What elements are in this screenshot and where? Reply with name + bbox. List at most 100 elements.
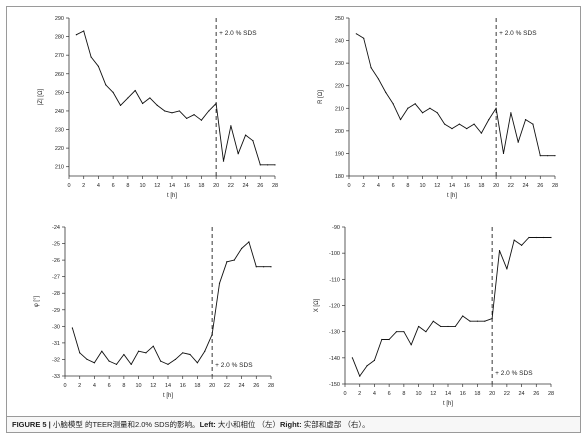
data-point bbox=[127, 97, 129, 99]
data-point bbox=[414, 103, 416, 105]
y-tick-label: -27 bbox=[52, 275, 60, 281]
data-point bbox=[149, 97, 151, 99]
data-point bbox=[233, 259, 235, 261]
x-tick-label: 22 bbox=[504, 391, 510, 397]
y-tick-label: -31 bbox=[52, 341, 60, 347]
data-point bbox=[119, 104, 122, 106]
data-point bbox=[200, 119, 203, 121]
data-point bbox=[79, 352, 81, 354]
data-point bbox=[270, 266, 272, 268]
x-tick-label: 8 bbox=[406, 183, 409, 189]
data-point bbox=[495, 107, 497, 109]
data-point bbox=[86, 358, 88, 361]
data-point bbox=[454, 325, 456, 328]
data-point bbox=[444, 123, 446, 125]
chart-panel-2: 0 2 4 6 8 10 12 14 16 18 20 22 24 26 28180190200210220… bbox=[318, 16, 558, 199]
caption-left-label: Left: bbox=[199, 420, 216, 429]
y-tick-label: 210 bbox=[55, 165, 64, 171]
x-tick-label: 28 bbox=[552, 183, 558, 189]
chart-panel-3: 0 2 4 6 8 10 12 14 16 18 20 22 24 26 28-33-32-31-30-29… bbox=[34, 225, 274, 399]
data-point bbox=[554, 155, 556, 157]
data-point bbox=[502, 152, 505, 155]
data-point bbox=[399, 118, 402, 121]
data-point bbox=[193, 114, 195, 116]
y-tick-label: 270 bbox=[55, 53, 64, 59]
y-axis-label: R [Ω] bbox=[318, 90, 324, 104]
y-tick-label: -150 bbox=[329, 382, 340, 388]
data-point bbox=[152, 345, 154, 347]
x-tick-label: 18 bbox=[478, 183, 484, 189]
data-point bbox=[377, 78, 380, 80]
x-tick-label: 2 bbox=[358, 391, 361, 397]
data-point bbox=[395, 331, 398, 333]
data-point bbox=[488, 118, 490, 121]
data-point bbox=[528, 236, 530, 239]
y-tick-label: 230 bbox=[335, 61, 344, 67]
data-point bbox=[230, 125, 232, 127]
figure-plots: 0 2 4 6 8 10 12 14 16 18 20 22 24 26 28210220230240250… bbox=[34, 16, 558, 407]
y-tick-label: -24 bbox=[52, 225, 60, 231]
y-tick-label: -120 bbox=[329, 304, 340, 310]
y-tick-label: 250 bbox=[335, 16, 344, 22]
data-point bbox=[240, 247, 243, 250]
x-tick-label: 22 bbox=[224, 383, 230, 389]
data-point bbox=[407, 107, 409, 109]
caption-text-3: 实部和虚部 （右）。 bbox=[301, 420, 370, 429]
data-point bbox=[410, 344, 412, 346]
data-point bbox=[259, 164, 261, 166]
x-tick-label: 6 bbox=[108, 383, 111, 389]
data-point bbox=[237, 153, 239, 155]
data-point bbox=[108, 360, 110, 362]
data-point bbox=[447, 325, 449, 328]
x-tick-label: 20 bbox=[493, 183, 499, 189]
y-axis-label: φ [°] bbox=[34, 296, 40, 308]
sds-annotation: + 2.0 % SDS bbox=[219, 30, 257, 37]
data-point bbox=[75, 34, 77, 36]
y-tick-label: 180 bbox=[335, 174, 344, 180]
figure-frame: 0 2 4 6 8 10 12 14 16 18 20 22 24 26 28 210 220 230 240 250… bbox=[6, 6, 581, 433]
x-tick-label: 12 bbox=[154, 183, 160, 189]
x-axis-label: t [h] bbox=[167, 193, 177, 199]
data-point bbox=[469, 320, 471, 322]
data-point bbox=[211, 334, 213, 336]
x-tick-label: 4 bbox=[373, 391, 376, 397]
data-point bbox=[255, 266, 257, 268]
data-point bbox=[429, 107, 431, 109]
data-point bbox=[252, 140, 254, 142]
data-point bbox=[164, 110, 166, 112]
chart-panel-4: 0 2 4 6 8 10 12 14 16 18 20 22 24 26 28-150-140-130-12… bbox=[314, 225, 554, 407]
x-tick-label: 18 bbox=[194, 383, 200, 389]
x-tick-label: 10 bbox=[420, 183, 426, 189]
x-tick-label: 26 bbox=[537, 183, 543, 189]
data-point bbox=[506, 268, 508, 270]
data-point bbox=[204, 350, 206, 352]
x-tick-label: 18 bbox=[474, 391, 480, 397]
x-tick-label: 10 bbox=[136, 383, 142, 389]
data-point bbox=[381, 338, 383, 341]
sds-annotation: + 2.0 % SDS bbox=[499, 30, 537, 37]
data-point bbox=[137, 350, 140, 352]
y-tick-label: 220 bbox=[55, 146, 64, 152]
data-point bbox=[218, 282, 221, 284]
data-point bbox=[178, 110, 180, 112]
data-point bbox=[186, 117, 188, 119]
data-point bbox=[476, 320, 479, 322]
data-point bbox=[105, 84, 107, 86]
x-tick-label: 12 bbox=[150, 383, 156, 389]
x-axis-label: t [h] bbox=[447, 193, 457, 199]
x-tick-label: 8 bbox=[126, 183, 129, 189]
data-point bbox=[90, 56, 92, 58]
data-point bbox=[513, 239, 515, 241]
y-tick-label: 240 bbox=[55, 109, 64, 115]
y-tick-label: 220 bbox=[335, 84, 344, 90]
data-point bbox=[440, 325, 442, 328]
x-tick-label: 14 bbox=[165, 383, 171, 389]
x-tick-label: 0 bbox=[347, 183, 350, 189]
x-tick-label: 28 bbox=[268, 383, 274, 389]
data-point bbox=[532, 123, 534, 125]
data-point bbox=[263, 266, 265, 268]
series-line bbox=[351, 237, 551, 377]
data-point bbox=[421, 112, 424, 114]
data-point bbox=[83, 30, 85, 32]
y-tick-label: 250 bbox=[55, 90, 64, 96]
